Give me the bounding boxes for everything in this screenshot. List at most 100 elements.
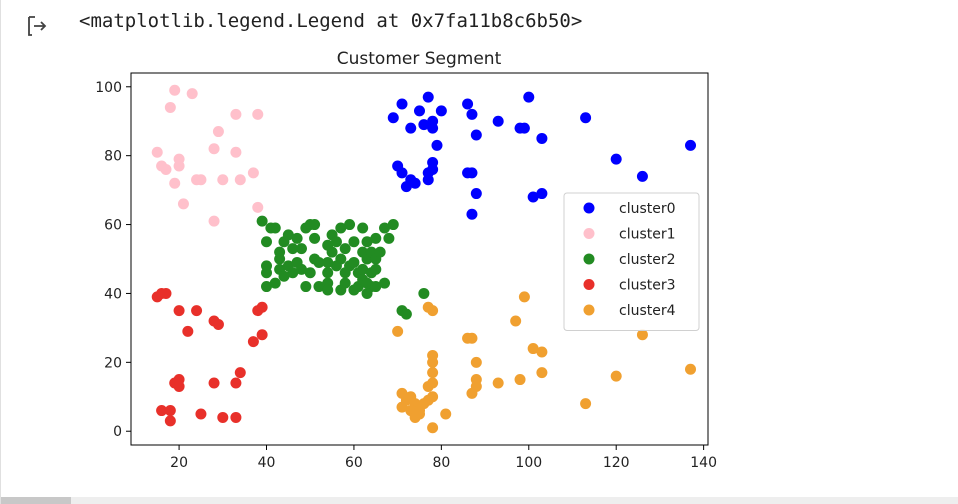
point-cluster2 [322, 284, 334, 296]
point-cluster4 [470, 374, 482, 386]
point-cluster2 [309, 232, 321, 244]
point-cluster0 [435, 105, 447, 117]
point-cluster0 [427, 163, 439, 175]
point-cluster0 [518, 122, 530, 134]
legend-marker-cluster3 [583, 279, 595, 290]
point-cluster2 [361, 236, 373, 248]
point-cluster0 [427, 115, 439, 127]
legend-label: cluster0 [619, 201, 676, 217]
point-cluster2 [339, 277, 351, 289]
point-cluster0 [422, 91, 434, 103]
point-cluster0 [470, 188, 482, 200]
point-cluster2 [418, 287, 430, 299]
point-cluster3 [208, 377, 220, 389]
point-cluster2 [344, 219, 356, 231]
point-cluster1 [208, 143, 220, 155]
output-text: <matplotlib.legend.Legend at 0x7fa11b8c6… [79, 10, 583, 32]
plot-frame [130, 72, 709, 446]
point-cluster2 [282, 229, 294, 241]
point-cluster4 [427, 305, 439, 317]
point-cluster2 [379, 222, 391, 234]
point-cluster2 [357, 222, 369, 234]
x-tick-label: 60 [345, 455, 363, 471]
point-cluster1 [247, 167, 259, 179]
point-cluster2 [300, 281, 312, 293]
point-cluster4 [610, 370, 622, 382]
point-cluster0 [527, 191, 539, 203]
point-cluster3 [182, 325, 194, 337]
x-tick-label: 80 [432, 455, 450, 471]
point-cluster1 [177, 198, 189, 210]
point-cluster1 [212, 126, 224, 138]
point-cluster0 [636, 170, 648, 182]
point-cluster1 [186, 88, 198, 100]
point-cluster3 [256, 301, 268, 313]
point-cluster4 [396, 401, 408, 413]
point-cluster1 [252, 108, 264, 120]
point-cluster2 [313, 281, 325, 293]
point-cluster4 [636, 329, 648, 341]
point-cluster3 [164, 415, 176, 427]
legend-label: cluster1 [619, 227, 676, 243]
point-cluster0 [536, 132, 548, 144]
point-cluster0 [431, 139, 443, 151]
point-cluster2 [387, 219, 399, 231]
point-cluster3 [191, 305, 203, 317]
point-cluster4 [427, 356, 439, 368]
point-cluster1 [151, 146, 163, 158]
point-cluster2 [335, 253, 347, 265]
point-cluster0 [396, 167, 408, 179]
point-cluster4 [466, 332, 478, 344]
point-cluster0 [405, 122, 417, 134]
point-cluster2 [348, 256, 360, 268]
point-cluster3 [212, 318, 224, 330]
point-cluster4 [492, 377, 504, 389]
point-cluster2 [370, 232, 382, 244]
x-tick-label: 20 [170, 455, 188, 471]
point-cluster2 [348, 236, 360, 248]
scrollbar-thumb[interactable] [1, 497, 71, 504]
point-cluster2 [348, 284, 360, 296]
point-cluster4 [536, 367, 548, 379]
point-cluster2 [400, 308, 412, 320]
point-cluster1 [169, 84, 181, 96]
point-cluster1 [234, 174, 246, 186]
y-tick-label: 40 [104, 286, 122, 302]
point-cluster3 [173, 380, 185, 392]
output-arrow-icon[interactable] [25, 14, 49, 38]
legend-marker-cluster0 [583, 202, 595, 214]
point-cluster4 [427, 422, 439, 434]
legend-label: cluster4 [619, 303, 676, 319]
point-cluster2 [269, 222, 281, 234]
point-cluster0 [580, 112, 592, 124]
point-cluster0 [422, 174, 434, 186]
point-cluster2 [322, 267, 334, 279]
y-tick-label: 20 [104, 355, 122, 371]
point-cluster2 [256, 215, 268, 227]
point-cluster0 [466, 208, 478, 220]
point-cluster3 [217, 411, 229, 423]
point-cluster3 [247, 336, 259, 348]
point-cluster2 [379, 277, 391, 289]
point-cluster0 [610, 153, 622, 165]
point-cluster2 [278, 270, 290, 282]
x-tick-label: 40 [258, 455, 276, 471]
point-cluster2 [295, 263, 307, 275]
point-cluster4 [514, 374, 526, 386]
point-cluster3 [156, 405, 168, 417]
point-cluster2 [361, 287, 373, 299]
horizontal-scrollbar[interactable] [1, 497, 958, 504]
point-cluster4 [409, 411, 421, 423]
point-cluster2 [287, 267, 299, 279]
point-cluster1 [230, 108, 242, 120]
point-cluster1 [252, 201, 264, 213]
point-cluster0 [387, 112, 399, 124]
point-cluster2 [330, 236, 342, 248]
point-cluster1 [173, 160, 185, 172]
point-cluster1 [230, 146, 242, 158]
y-tick-label: 80 [104, 149, 122, 165]
point-cluster2 [295, 243, 307, 255]
point-cluster2 [313, 256, 325, 268]
point-cluster0 [396, 98, 408, 110]
